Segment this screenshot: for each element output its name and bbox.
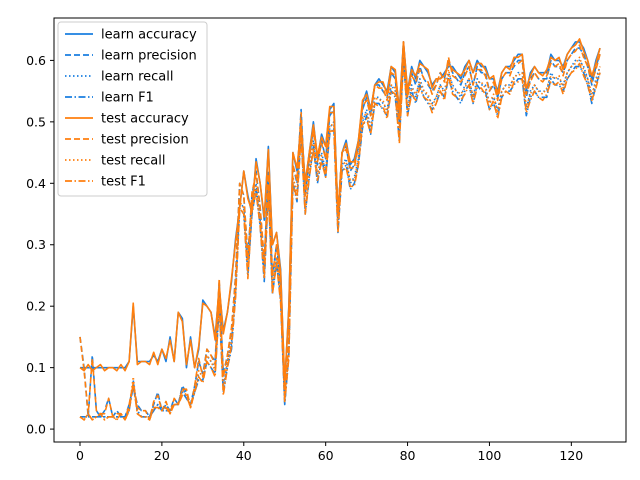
series-line-test-f1 xyxy=(79,59,601,421)
axes-layer: 0 20 40 60 80 100 120 0.0 0.1 0.2 0.3 0.4 0.5 0.6 xyxy=(26,17,627,463)
legend-label: learn precision xyxy=(101,49,197,64)
x-tick-label: 40 xyxy=(236,448,252,463)
x-tick-label: 120 xyxy=(559,448,583,463)
y-tick-label: 0.6 xyxy=(26,53,46,68)
legend-box xyxy=(57,21,208,197)
x-tick-label: 0 xyxy=(76,448,84,463)
y-tick-label: 0.3 xyxy=(26,237,46,252)
x-tick-label: 60 xyxy=(318,448,334,463)
legend-label: test F1 xyxy=(101,175,146,190)
series-layer xyxy=(79,38,601,421)
x-tick-label: 80 xyxy=(400,448,416,463)
legend-label: learn accuracy xyxy=(101,28,197,43)
axes-frame xyxy=(53,17,627,443)
legend-label: test accuracy xyxy=(101,112,189,127)
legend-label: test precision xyxy=(101,133,189,148)
y-tick-label: 0.2 xyxy=(26,299,46,314)
series-line-test-recall xyxy=(79,53,601,421)
series-line-test-precision xyxy=(79,41,601,421)
x-tick-label: 20 xyxy=(154,448,170,463)
y-tick-label: 0.0 xyxy=(26,422,46,437)
x-tick-label: 100 xyxy=(478,448,502,463)
y-tick-label: 0.5 xyxy=(26,114,46,129)
y-tick-label: 0.1 xyxy=(26,360,46,375)
legend-label: learn F1 xyxy=(101,91,154,106)
legend-label: test recall xyxy=(101,154,166,169)
legend: learn accuracy learn precision learn recal… xyxy=(57,21,208,197)
legend-label: learn recall xyxy=(101,70,173,85)
y-tick-label: 0.4 xyxy=(26,176,46,191)
